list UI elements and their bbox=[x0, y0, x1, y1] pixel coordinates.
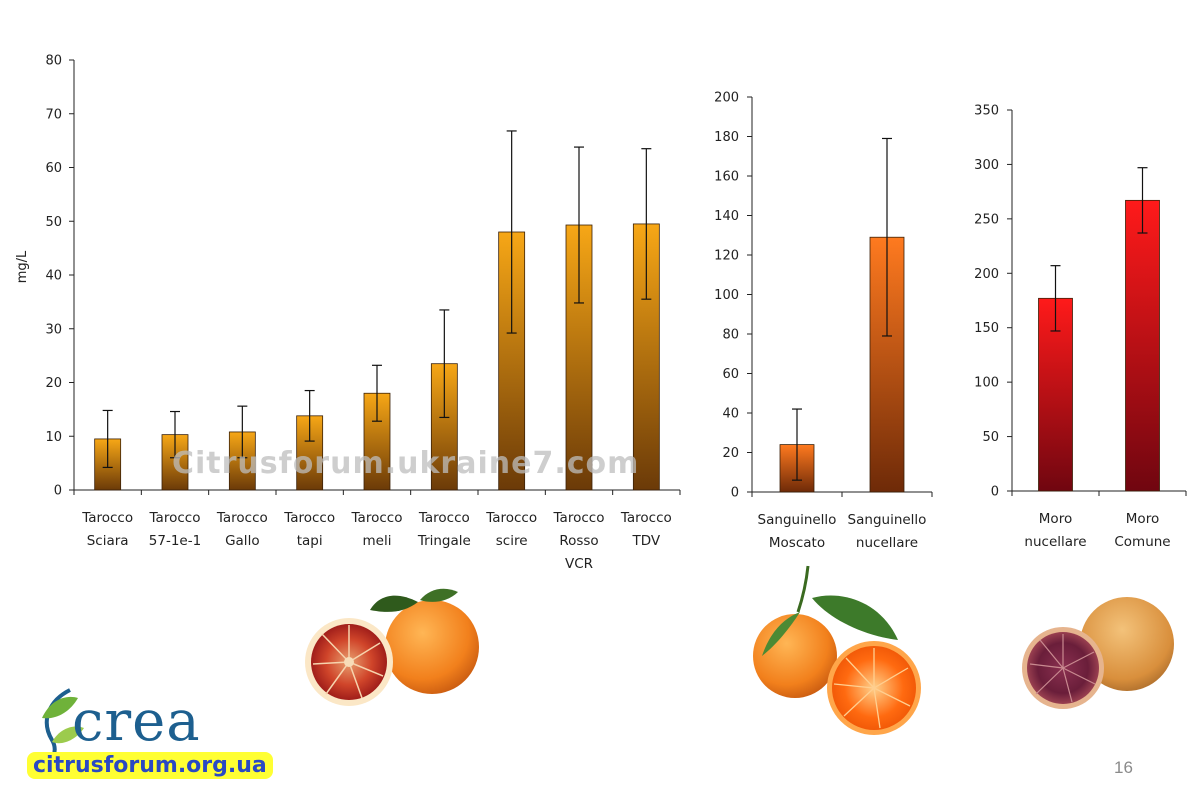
y-tick-label: 100 bbox=[974, 376, 999, 391]
category-label: Tarocco Sciara bbox=[81, 510, 133, 549]
y-tick-label: 100 bbox=[714, 288, 739, 303]
crea-logo-word: crea bbox=[72, 689, 201, 754]
y-tick-label: 180 bbox=[714, 130, 739, 145]
y-tick-label: 50 bbox=[982, 430, 999, 445]
chart-tarocco: 0 10 20 30 40 50 60 70 80 mg/L Tarocco Sciara Tarocc… bbox=[15, 54, 681, 572]
y-tick-label: 60 bbox=[722, 367, 739, 382]
y-tick-label: 30 bbox=[45, 322, 62, 337]
y-axis-label: mg/L bbox=[15, 250, 30, 283]
category-label: Tarocco Tringale bbox=[417, 510, 471, 549]
y-tick-label: 70 bbox=[45, 107, 62, 122]
y-tick-label: 140 bbox=[714, 209, 739, 224]
moro-orange-icon bbox=[1022, 597, 1174, 709]
category-label: Tarocco Gallo bbox=[216, 510, 268, 549]
category-label: Tarocco meli bbox=[351, 510, 403, 549]
y-tick-label: 0 bbox=[731, 486, 739, 501]
y-tick-label: 0 bbox=[54, 484, 62, 499]
y-tick-label: 10 bbox=[45, 430, 62, 445]
y-tick-label: 0 bbox=[991, 485, 999, 500]
site-badge[interactable]: citrusforum.org.ua bbox=[27, 752, 273, 779]
category-label: Tarocco TDV bbox=[620, 510, 672, 549]
y-tick-label: 40 bbox=[722, 407, 739, 422]
category-label: Tarocco tapi bbox=[283, 510, 335, 549]
y-tick-label: 20 bbox=[45, 376, 62, 391]
category-label: Moro nucellare bbox=[1024, 511, 1086, 550]
y-tick-label: 80 bbox=[45, 54, 62, 69]
y-tick-label: 200 bbox=[714, 91, 739, 106]
y-tick-label: 350 bbox=[974, 104, 999, 119]
watermark: Citrusforum.ukraine7.com bbox=[172, 446, 640, 481]
y-tick-label: 40 bbox=[45, 269, 62, 284]
y-tick-label: 20 bbox=[722, 446, 739, 461]
category-label: Tarocco Rosso VCR bbox=[553, 510, 605, 572]
chart-sanguinello: 0 20 40 60 80 100 120 140 160 180 200 Sanguinello Mo… bbox=[714, 91, 933, 551]
sanguinello-orange-icon bbox=[753, 565, 921, 735]
y-tick-label: 250 bbox=[974, 212, 999, 227]
y-tick-label: 120 bbox=[714, 249, 739, 264]
chart-moro: 0 50 100 150 200 250 300 350 Moro nucellare Moro Co… bbox=[974, 104, 1187, 550]
tarocco-orange-icon bbox=[305, 588, 479, 706]
category-label: Sanguinello Moscato bbox=[758, 512, 837, 551]
y-tick-label: 200 bbox=[974, 267, 999, 282]
y-tick-label: 150 bbox=[974, 321, 999, 336]
y-tick-label: 50 bbox=[45, 215, 62, 230]
y-tick-label: 60 bbox=[45, 161, 62, 176]
category-label: Moro Comune bbox=[1114, 511, 1170, 550]
y-tick-label: 300 bbox=[974, 158, 999, 173]
page-number: 16 bbox=[1114, 758, 1133, 777]
y-tick-label: 80 bbox=[722, 328, 739, 343]
y-tick-label: 160 bbox=[714, 170, 739, 185]
category-label: Tarocco 57-1e-1 bbox=[149, 510, 202, 549]
category-label: Tarocco scire bbox=[485, 510, 537, 549]
bar bbox=[1125, 199, 1160, 492]
category-label: Sanguinello nucellare bbox=[848, 512, 927, 551]
